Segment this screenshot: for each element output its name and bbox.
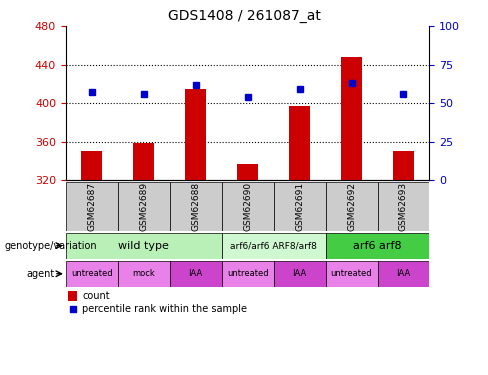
Text: agent: agent [27, 269, 55, 279]
Bar [289, 106, 310, 180]
Bar [325, 232, 429, 259]
Bar [170, 261, 222, 287]
Bar [325, 182, 378, 231]
Text: GSM62690: GSM62690 [243, 182, 252, 231]
Text: IAA: IAA [396, 269, 410, 278]
Bar [274, 261, 325, 287]
Bar [274, 182, 325, 231]
Text: untreated: untreated [331, 269, 372, 278]
Bar [222, 232, 325, 259]
Text: GSM62689: GSM62689 [139, 182, 148, 231]
Text: count: count [82, 291, 110, 301]
Text: GDS1408 / 261087_at: GDS1408 / 261087_at [167, 9, 321, 23]
Bar [81, 151, 102, 180]
Bar [378, 182, 429, 231]
Text: GSM62688: GSM62688 [191, 182, 200, 231]
Text: GSM62691: GSM62691 [295, 182, 304, 231]
Bar [325, 261, 378, 287]
Text: untreated: untreated [71, 269, 113, 278]
Text: arf6 arf8: arf6 arf8 [353, 241, 402, 250]
Text: mock: mock [132, 269, 155, 278]
Bar [185, 89, 206, 180]
Bar [118, 261, 170, 287]
Text: GSM62687: GSM62687 [87, 182, 96, 231]
Text: wild type: wild type [119, 241, 169, 250]
Text: untreated: untreated [227, 269, 268, 278]
Bar [68, 291, 77, 301]
Text: GSM62692: GSM62692 [347, 182, 356, 231]
Bar [222, 261, 274, 287]
Text: IAA: IAA [292, 269, 307, 278]
Text: GSM62693: GSM62693 [399, 182, 408, 231]
Text: arf6/arf6 ARF8/arf8: arf6/arf6 ARF8/arf8 [230, 241, 317, 250]
Bar [133, 144, 154, 180]
Text: genotype/variation: genotype/variation [5, 241, 98, 250]
Bar [222, 182, 274, 231]
Bar [393, 151, 414, 180]
Text: IAA: IAA [188, 269, 203, 278]
Bar [341, 57, 362, 180]
Bar [237, 164, 258, 180]
Bar [378, 261, 429, 287]
Bar [66, 232, 222, 259]
Bar [170, 182, 222, 231]
Bar [66, 182, 118, 231]
Bar [118, 182, 170, 231]
Text: percentile rank within the sample: percentile rank within the sample [82, 304, 247, 314]
Bar [66, 261, 118, 287]
